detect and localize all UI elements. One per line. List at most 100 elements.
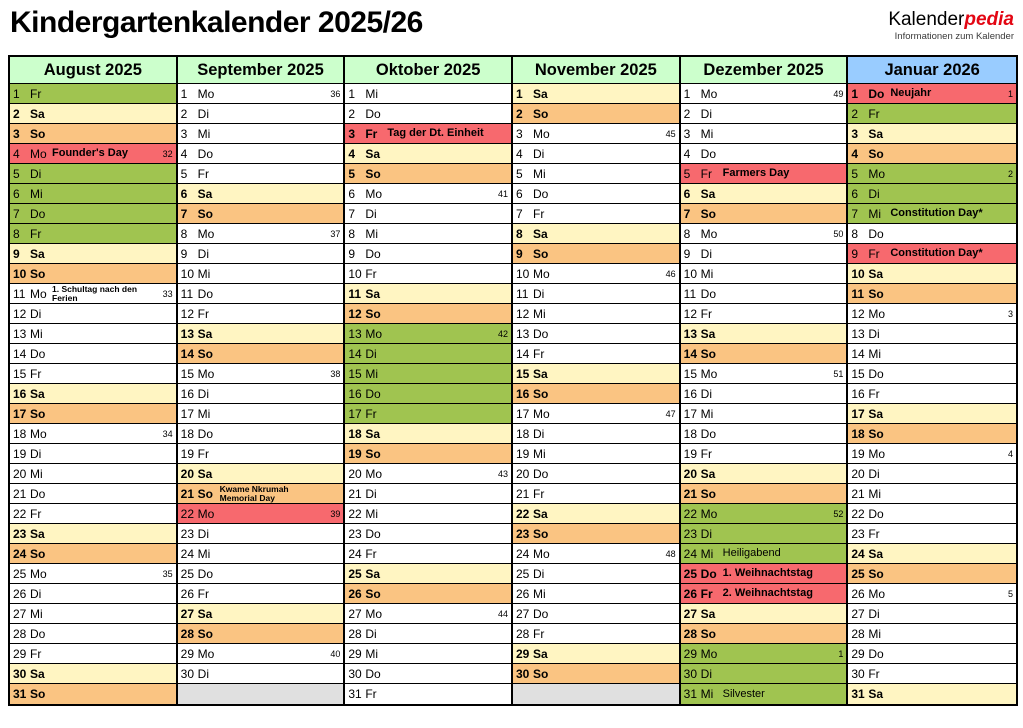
day-number: 5 (348, 166, 356, 181)
day-cell: 22 Fr (10, 504, 176, 524)
day-cell: 10 Sa (848, 264, 1016, 284)
weekday-label: Fr (30, 646, 42, 661)
day-number: 25 (683, 566, 698, 581)
week-number: 33 (162, 288, 173, 299)
weekday-label: Di (533, 426, 545, 441)
day-number: 3 (851, 126, 859, 141)
week-number: 47 (665, 408, 676, 419)
weekday-label: Fr (197, 446, 209, 461)
day-number: 22 (683, 506, 698, 521)
day-cell: 16 Do (345, 384, 511, 404)
day-cell: 7 Mi Constitution Day* (848, 204, 1016, 224)
day-cell: 18 So (848, 424, 1016, 444)
day-number: 22 (516, 506, 530, 521)
day-cell: 17 So (10, 404, 176, 424)
day-number: 3 (348, 126, 356, 141)
day-cell: 4 So (848, 144, 1016, 164)
day-cell: 29 Mi (345, 644, 511, 664)
day-number: 18 (13, 426, 27, 441)
weekday-label: Fr (365, 546, 377, 561)
weekday-label: Fr (365, 406, 377, 421)
day-number: 10 (348, 266, 362, 281)
day-cell: 28 Do (10, 624, 176, 644)
day-cell: 1 Mo 49 (680, 84, 847, 104)
weekday-label: Sa (533, 366, 548, 381)
day-cell: 27 Sa (177, 604, 344, 624)
day-cell: 27 Sa (680, 604, 847, 624)
empty-cell (513, 684, 679, 704)
weekday-label: Sa (197, 606, 213, 621)
day-cell: 29 Sa (513, 644, 679, 664)
weekday-label: Fr (533, 486, 545, 501)
day-number: 1 (13, 86, 20, 101)
day-number: 30 (348, 666, 362, 681)
day-number: 14 (13, 346, 27, 361)
day-number: 15 (180, 366, 195, 381)
day-number: 18 (180, 426, 195, 441)
weekday-label: So (533, 386, 549, 401)
day-cell: 14 So (680, 344, 847, 364)
weekday-label: Fr (868, 246, 880, 261)
day-number: 28 (683, 626, 698, 641)
day-cell: 29 Do (848, 644, 1016, 664)
day-number: 1 (683, 86, 691, 101)
weekday-label: So (700, 486, 716, 501)
weekday-label: Mi (30, 326, 43, 341)
day-cell: 8 Mi (345, 224, 511, 244)
weekday-label: So (30, 406, 46, 421)
day-number: 11 (348, 286, 362, 301)
day-cell: 17 Fr (345, 404, 511, 424)
day-number: 12 (516, 306, 530, 321)
weekday-label: Di (197, 106, 209, 121)
day-cell: 10 Mi (177, 264, 344, 284)
day-number: 26 (516, 586, 530, 601)
day-number: 23 (13, 526, 27, 541)
day-cell: 27 Mo 44 (345, 604, 511, 624)
day-number: 8 (851, 226, 859, 241)
day-cell: 30 Do (345, 664, 511, 684)
week-number: 42 (497, 328, 508, 339)
weekday-label: Mi (197, 126, 211, 141)
day-cell: 11 Sa (345, 284, 511, 304)
week-number: 2 (1007, 168, 1013, 179)
day-cell: 4 Do (177, 144, 344, 164)
day-number: 10 (851, 266, 865, 281)
day-number: 29 (348, 646, 362, 661)
weekday-label: Fr (30, 226, 42, 241)
day-cell: 25 Do (177, 564, 344, 584)
day-number: 31 (683, 687, 698, 701)
week-number: 49 (833, 88, 844, 99)
day-number: 25 (851, 566, 865, 581)
weekday-label: So (533, 106, 549, 121)
weekday-label: Do (30, 346, 46, 361)
weekday-label: So (700, 626, 716, 641)
day-number: 18 (516, 426, 530, 441)
day-cell: 9 Do (345, 244, 511, 264)
day-number: 30 (13, 666, 27, 681)
day-number: 14 (180, 346, 195, 361)
day-number: 26 (851, 586, 865, 601)
day-number: 22 (180, 506, 195, 521)
day-cell: 12 Mi (513, 304, 679, 324)
day-number: 2 (348, 106, 356, 121)
month-header: September 2025 (177, 57, 344, 84)
day-cell: 28 So (177, 624, 344, 644)
day-cell: 14 Mi (848, 344, 1016, 364)
weekday-label: Di (868, 606, 880, 621)
day-cell: 25 Mo 35 (10, 564, 176, 584)
weekday-label: Fr (868, 526, 880, 541)
day-number: 19 (516, 446, 530, 461)
month-column-dezember: Dezember 2025 1 Mo 49 2 Di 3 Mi 4 Do 5 Fr Farmers Da… (680, 57, 849, 704)
event-label: 1. Weihnachtstag (722, 567, 813, 579)
day-number: 21 (683, 486, 698, 501)
day-cell: 24 So (10, 544, 176, 564)
weekday-label: Fr (197, 166, 209, 181)
day-cell: 11 Di (513, 284, 679, 304)
month-header: November 2025 (513, 57, 679, 84)
day-number: 21 (180, 486, 195, 501)
day-cell: 11 Do (177, 284, 344, 304)
weekday-label: So (533, 526, 549, 541)
day-number: 30 (851, 666, 865, 681)
weekday-label: Fr (197, 306, 209, 321)
weekday-label: Sa (868, 546, 884, 561)
